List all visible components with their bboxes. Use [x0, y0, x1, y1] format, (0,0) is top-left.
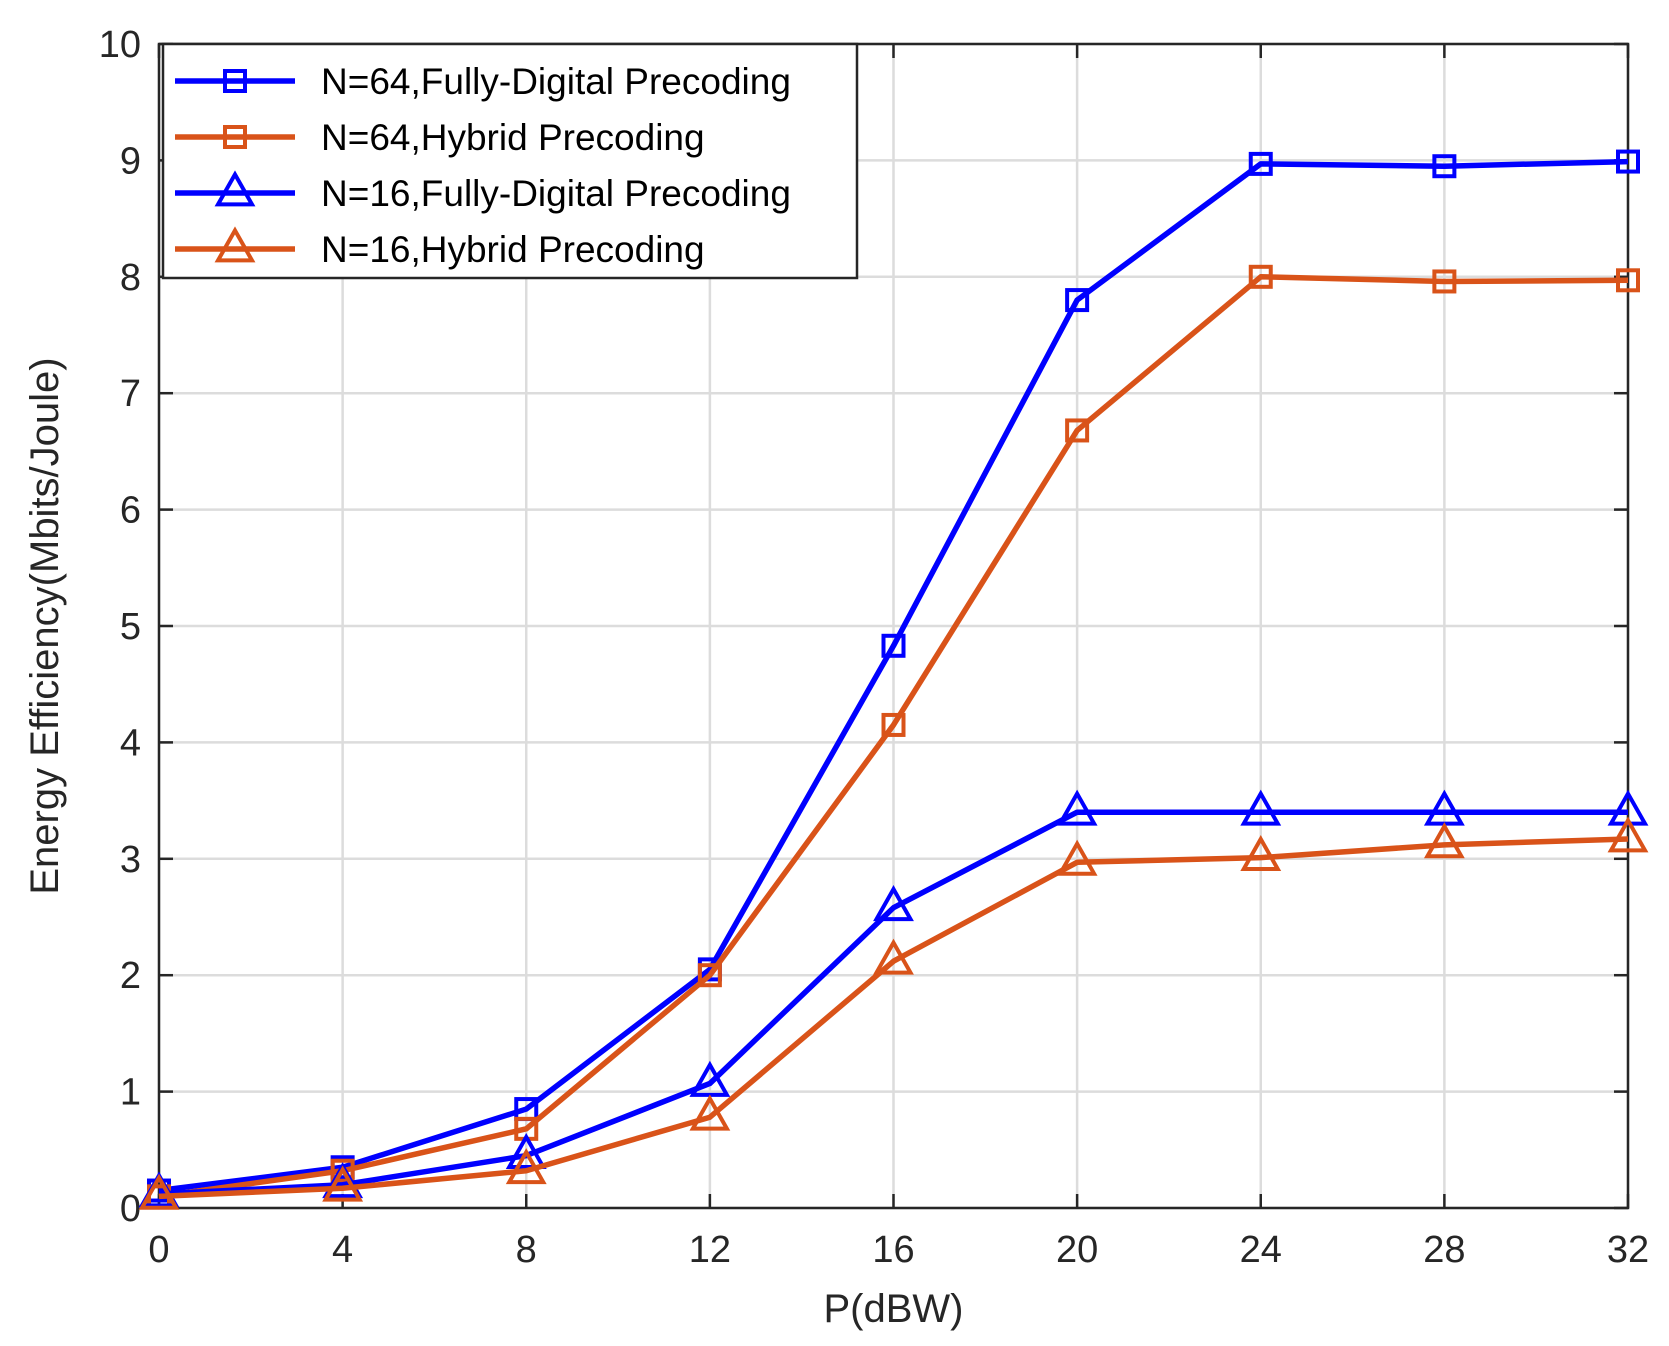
plot-series: [138, 149, 1649, 1210]
x-tick-label: 20: [1056, 1229, 1098, 1271]
data-point-marker: [1616, 149, 1640, 174]
x-tick-label: 0: [148, 1229, 169, 1271]
data-point-marker: [873, 938, 914, 975]
data-point-marker: [881, 633, 906, 658]
data-point-marker: [689, 1094, 731, 1131]
series-4: [138, 816, 1649, 1210]
y-tick-label: 9: [120, 140, 141, 182]
data-point-marker: [1607, 816, 1649, 853]
series-2: [147, 264, 1640, 1209]
y-tick-label: 1: [120, 1072, 141, 1114]
data-point-marker: [1432, 269, 1457, 294]
data-point-marker: [330, 1158, 355, 1183]
y-tick-label: 0: [120, 1188, 141, 1230]
data-point-marker: [322, 1165, 364, 1202]
series-line: [158, 158, 1629, 1194]
legend-marker: [223, 69, 247, 93]
x-tick-label: 24: [1240, 1229, 1282, 1271]
legend: N=64,Fully-Digital Precoding N=64,Hybrid …: [161, 42, 859, 280]
data-point-marker: [1065, 418, 1090, 443]
y-tick-label: 3: [120, 839, 141, 881]
y-axis-title: Energy Efficiency(Mbits/Joule): [23, 357, 67, 894]
x-tick-label: 28: [1423, 1229, 1465, 1271]
data-point-marker: [1248, 151, 1273, 176]
y-tick-label: 2: [120, 955, 141, 997]
legend-marker: [214, 170, 256, 207]
legend-label: N=16,Fully-Digital Precoding: [321, 173, 791, 214]
data-point-marker: [138, 1173, 180, 1210]
legend-marker: [223, 125, 247, 149]
data-point-marker: [1240, 789, 1282, 826]
y-tick-label: 6: [120, 490, 141, 532]
series-line: [158, 836, 1629, 1200]
legend-entry: N=16,Hybrid Precoding: [175, 226, 705, 270]
data-point-marker: [881, 712, 906, 737]
data-point-marker: [505, 1132, 547, 1170]
x-axis-title: P(dBW): [824, 1287, 964, 1331]
legend-entry: N=16,Fully-Digital Precoding: [175, 170, 791, 214]
legend-label: N=16,Hybrid Precoding: [321, 229, 705, 270]
legend-label: N=64,Fully-Digital Precoding: [321, 61, 791, 102]
legend-entry: N=64,Fully-Digital Precoding: [175, 61, 791, 102]
x-tick-label: 8: [516, 1229, 537, 1271]
data-point-marker: [1432, 154, 1457, 179]
y-tick-label: 10: [99, 24, 141, 66]
y-tick-label: 8: [120, 257, 141, 299]
legend-entry: N=64,Hybrid Precoding: [175, 117, 705, 158]
y-tick-label: 5: [120, 606, 141, 648]
data-point-marker: [505, 1148, 547, 1185]
x-tick-label: 32: [1607, 1229, 1649, 1271]
data-point-marker: [1065, 288, 1090, 313]
y-tick-label: 4: [120, 722, 141, 764]
data-point-marker: [1248, 264, 1273, 289]
data-point-marker: [873, 885, 914, 922]
series-line: [158, 809, 1628, 1197]
data-point-marker: [697, 963, 722, 988]
data-point-marker: [1423, 822, 1465, 859]
series-line: [158, 274, 1629, 1200]
x-tick-label: 12: [689, 1229, 731, 1271]
data-point-marker: [1056, 839, 1098, 876]
x-tick-label: 16: [872, 1229, 914, 1271]
x-tick-label: 4: [332, 1229, 353, 1271]
data-point-marker: [1616, 268, 1640, 293]
y-tick-label: 7: [120, 373, 141, 415]
legend-label: N=64,Hybrid Precoding: [321, 117, 705, 158]
data-point-marker: [1240, 834, 1282, 872]
legend-marker: [214, 226, 256, 263]
data-point-marker: [1056, 789, 1098, 826]
